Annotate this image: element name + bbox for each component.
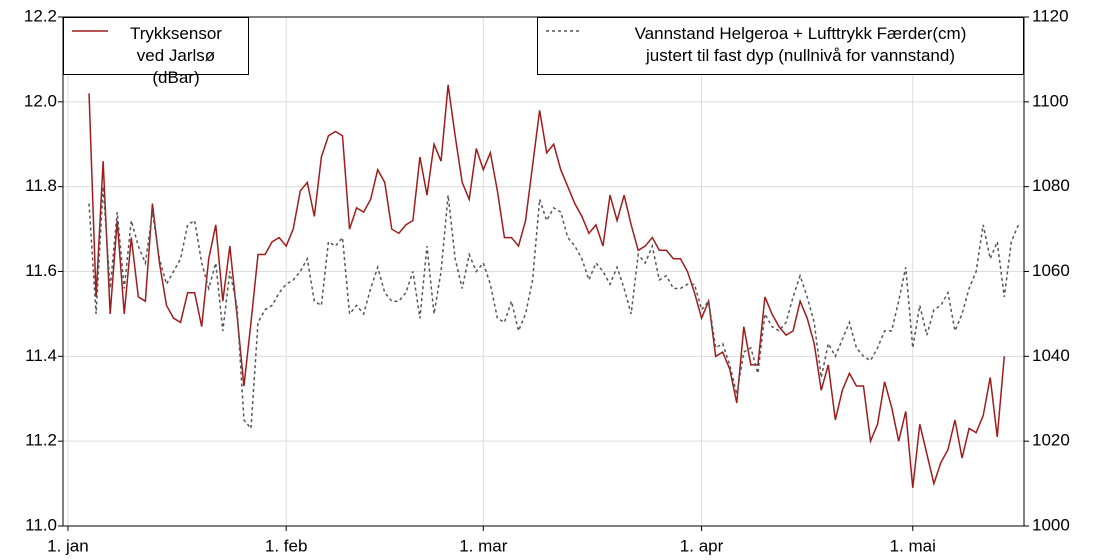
y-tick-label: 11.6 — [25, 261, 57, 280]
x-tick-label: 1. mai — [890, 536, 936, 555]
y-tick-label: 12.2 — [24, 6, 57, 25]
y2-tick-label: 1000 — [1032, 515, 1070, 534]
y2-tick-label: 1040 — [1032, 346, 1070, 365]
series-line — [88, 84, 1006, 488]
y-tick-label: 11.2 — [25, 431, 57, 450]
legend-swatch — [72, 30, 108, 32]
x-tick-label: 1. mar — [459, 536, 508, 555]
y2-tick-label: 1060 — [1032, 261, 1070, 280]
legend: Trykksensor ved Jarlsø (dBar) — [63, 17, 249, 87]
legend-label: Trykksensor ved Jarlsø (dBar) — [130, 24, 222, 87]
x-tick-label: 1. feb — [265, 536, 308, 555]
y2-tick-label: 1020 — [1032, 431, 1070, 450]
y2-tick-label: 1080 — [1032, 176, 1070, 195]
y-tick-label: 11.0 — [25, 515, 57, 534]
x-tick-label: 1. jan — [47, 536, 89, 555]
y-tick-label: 11.4 — [25, 346, 57, 365]
y-tick-label: 11.8 — [25, 176, 57, 195]
y2-tick-label: 1100 — [1032, 91, 1069, 110]
legend-swatch — [546, 30, 582, 32]
x-tick-label: 1. apr — [680, 536, 724, 555]
series-line — [88, 186, 1020, 431]
y-tick-label: 12.0 — [24, 91, 57, 110]
legend: Vannstand Helgeroa + Lufttrykk Færder(cm… — [537, 17, 1024, 75]
y2-tick-label: 1120 — [1032, 6, 1069, 25]
legend-label: Vannstand Helgeroa + Lufttrykk Færder(cm… — [634, 24, 967, 65]
